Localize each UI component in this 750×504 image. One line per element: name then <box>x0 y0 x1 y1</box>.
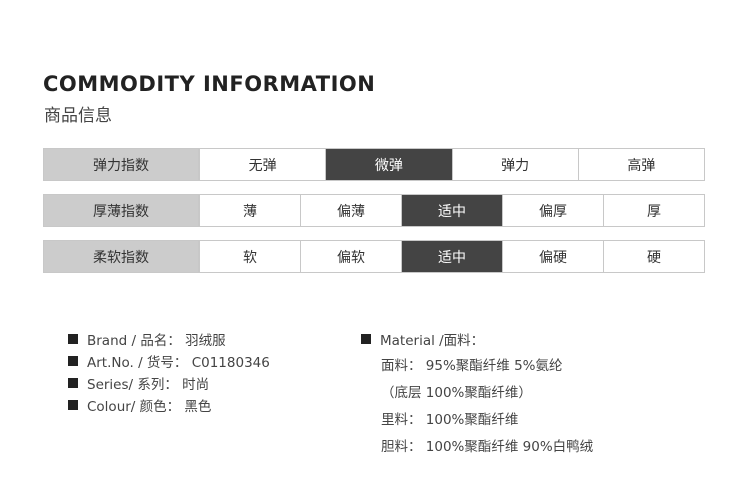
softness-option: 硬 <box>603 241 704 272</box>
softness-option: 偏硬 <box>502 241 603 272</box>
thickness-option: 厚 <box>603 195 704 226</box>
elasticity-option: 无弹 <box>199 149 325 180</box>
thickness-index-label: 厚薄指数 <box>44 195 199 226</box>
product-details: Brand / 品名： 羽绒服 Art.No. / 货号： C01180346 … <box>68 328 270 416</box>
square-bullet-icon <box>68 400 78 410</box>
softness-option: 偏软 <box>300 241 401 272</box>
material-line: （底层 100%聚酯纤维） <box>381 384 532 401</box>
square-bullet-icon <box>68 334 78 344</box>
detail-colour: Colour/ 颜色： 黑色 <box>68 394 270 416</box>
elasticity-option: 高弹 <box>577 149 704 180</box>
thickness-option: 偏厚 <box>502 195 603 226</box>
detail-art-no: Art.No. / 货号： C01180346 <box>68 350 270 372</box>
detail-series: Series/ 系列： 时尚 <box>68 372 270 394</box>
material-heading: Material /面料： <box>361 328 593 350</box>
square-bullet-icon <box>68 378 78 388</box>
section-subtitle: 商品信息 <box>44 106 112 126</box>
elasticity-option: 弹力 <box>451 149 578 180</box>
thickness-index-row: 厚薄指数 薄 偏薄 适中 偏厚 厚 <box>43 194 705 227</box>
elasticity-option-selected: 微弹 <box>325 149 452 180</box>
detail-brand-text: Brand / 品名： 羽绒服 <box>87 333 226 349</box>
detail-series-text: Series/ 系列： 时尚 <box>87 377 210 393</box>
material-line: 里料： 100%聚酯纤维 <box>381 411 519 428</box>
material-heading-text: Material /面料： <box>380 333 485 349</box>
square-bullet-icon <box>68 356 78 366</box>
softness-index-row: 柔软指数 软 偏软 适中 偏硬 硬 <box>43 240 705 273</box>
material-line: 胆料： 100%聚酯纤维 90%白鸭绒 <box>381 438 594 455</box>
material-line: 面料： 95%聚酯纤维 5%氨纶 <box>381 357 563 374</box>
detail-brand: Brand / 品名： 羽绒服 <box>68 328 270 350</box>
softness-option-selected: 适中 <box>401 241 502 272</box>
section-title: COMMODITY INFORMATION <box>43 72 376 96</box>
thickness-option: 薄 <box>199 195 300 226</box>
elasticity-index-label: 弹力指数 <box>44 149 199 180</box>
square-bullet-icon <box>361 334 371 344</box>
thickness-option: 偏薄 <box>300 195 401 226</box>
softness-index-label: 柔软指数 <box>44 241 199 272</box>
detail-art-no-text: Art.No. / 货号： C01180346 <box>87 355 270 371</box>
elasticity-index-row: 弹力指数 无弹 微弹 弹力 高弹 <box>43 148 705 181</box>
detail-colour-text: Colour/ 颜色： 黑色 <box>87 399 212 415</box>
thickness-option-selected: 适中 <box>401 195 502 226</box>
material-details: Material /面料： 面料： 95%聚酯纤维 5%氨纶 （底层 100%聚… <box>361 328 593 458</box>
softness-option: 软 <box>199 241 300 272</box>
